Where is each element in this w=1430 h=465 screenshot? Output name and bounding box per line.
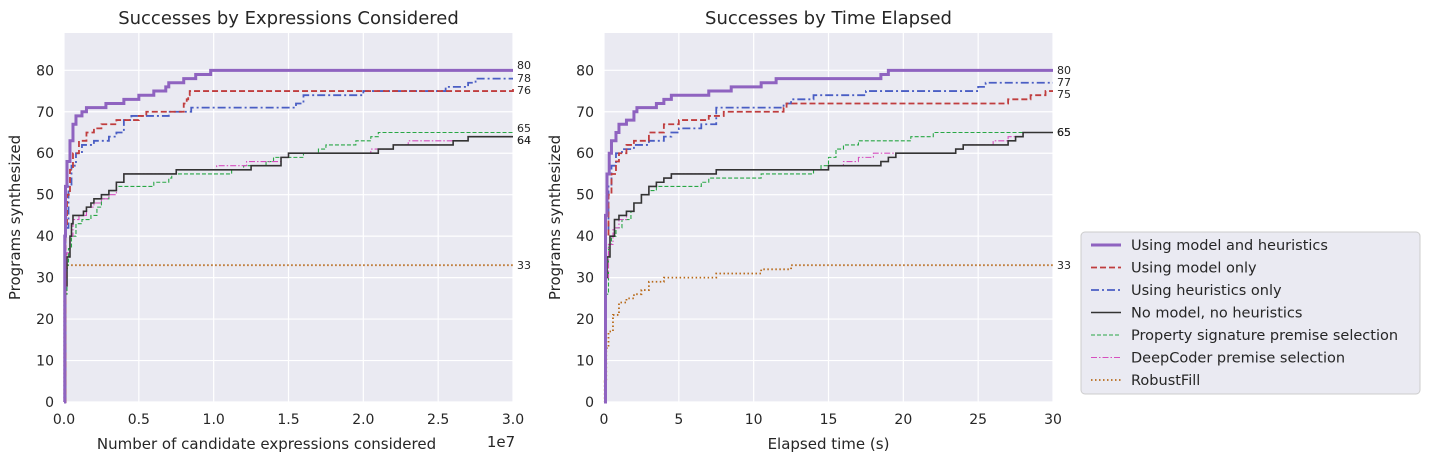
x-tick-label: 5 [674, 412, 683, 428]
series-line-property-signature-premise-selection [64, 131, 513, 403]
end-value-label: 80 [517, 59, 531, 72]
y-tick-label: 50 [36, 188, 54, 204]
x-tick-label: 1.5 [277, 412, 299, 428]
right-series-lines [603, 68, 1053, 404]
y-tick-label: 0 [585, 395, 594, 411]
legend-items: Using model and heuristics Using model on… [1091, 238, 1398, 389]
left-x-axis-label: Number of candidate expressions consider… [97, 435, 436, 453]
x-tick-label: 0 [600, 412, 609, 428]
right-tick-labels: 0 5 10 15 20 25 30 0 10 20 30 40 50 60 70 80 [576, 63, 1062, 428]
series-line-using-model-only [604, 90, 1053, 403]
x-tick-label: 1.0 [203, 412, 225, 428]
end-value-label: 65 [1057, 126, 1071, 139]
y-tick-label: 80 [576, 63, 594, 79]
series-line-using-model-only [64, 86, 514, 403]
end-value-label: 33 [517, 259, 531, 272]
left-chart: 0.0 0.5 1.0 1.5 2.0 2.5 3.0 0 10 20 30 40 50 60 70 80 8… [6, 8, 531, 453]
y-tick-label: 60 [576, 146, 594, 162]
end-value-label: 78 [517, 72, 531, 85]
x-tick-label: 3.0 [502, 412, 524, 428]
end-value-label: 65 [517, 122, 531, 135]
y-tick-label: 0 [45, 395, 54, 411]
y-tick-label: 80 [36, 63, 54, 79]
right-chart-title: Successes by Time Elapsed [705, 8, 952, 29]
left-tick-labels: 0.0 0.5 1.0 1.5 2.0 2.5 3.0 0 10 20 30 40 50 60 70 80 [36, 63, 524, 428]
x-tick-label: 0.5 [128, 412, 150, 428]
series-line-property-signature-premise-selection [604, 131, 1053, 403]
series-line-robustfill [603, 264, 1053, 403]
left-y-axis-label: Programs synthesized [6, 135, 24, 300]
x-tick-label: 15 [820, 412, 838, 428]
x-tick-label: 30 [1044, 412, 1062, 428]
legend-item: Using model and heuristics [1091, 238, 1328, 254]
series-line-no-model-no-heuristics [604, 131, 1053, 403]
legend: Using model and heuristics Using model on… [1080, 231, 1421, 395]
series-line-using-heuristics-only [64, 77, 513, 403]
y-tick-label: 50 [576, 188, 594, 204]
y-tick-label: 40 [576, 229, 594, 245]
legend-item: DeepCoder premise selection [1091, 351, 1345, 367]
legend-label: DeepCoder premise selection [1131, 351, 1345, 367]
legend-label: RobustFill [1131, 373, 1200, 389]
series-line-using-model-and-heuristics [603, 68, 1053, 404]
left-x-offset-label: 1e7 [487, 433, 515, 451]
y-tick-label: 10 [576, 354, 594, 370]
legend-item: Using model only [1091, 261, 1257, 277]
end-value-label: 33 [1057, 259, 1071, 272]
legend-label: Using heuristics only [1131, 283, 1282, 299]
x-tick-label: 2.5 [427, 412, 449, 428]
y-tick-label: 40 [36, 229, 54, 245]
series-line-no-model-no-heuristics [64, 135, 513, 403]
y-tick-label: 30 [576, 271, 594, 287]
legend-label: Property signature premise selection [1131, 328, 1398, 344]
legend-label: No model, no heuristics [1131, 306, 1302, 322]
x-tick-label: 25 [969, 412, 987, 428]
legend-item: Property signature premise selection [1091, 328, 1398, 344]
end-value-label: 76 [517, 84, 531, 97]
end-value-label: 65 [1057, 126, 1071, 139]
right-y-axis-label: Programs synthesized [546, 135, 564, 300]
left-series-lines [63, 68, 514, 404]
y-tick-label: 60 [36, 146, 54, 162]
legend-label: Using model only [1131, 261, 1257, 277]
y-tick-label: 70 [576, 105, 594, 121]
y-tick-label: 20 [576, 312, 594, 328]
series-line-using-model-and-heuristics [63, 68, 513, 404]
y-tick-label: 10 [36, 354, 54, 370]
legend-item: No model, no heuristics [1091, 306, 1302, 322]
end-value-label: 75 [1057, 88, 1071, 101]
end-value-label: 65 [1057, 126, 1071, 139]
right-x-axis-label: Elapsed time (s) [768, 435, 890, 453]
end-value-label: 77 [1057, 76, 1071, 89]
end-value-label: 80 [1057, 64, 1071, 77]
x-tick-label: 20 [894, 412, 912, 428]
x-tick-label: 2.0 [352, 412, 374, 428]
x-tick-label: 0.0 [53, 412, 75, 428]
end-value-label: 64 [517, 134, 531, 147]
y-tick-label: 70 [36, 105, 54, 121]
left-chart-title: Successes by Expressions Considered [118, 8, 459, 29]
legend-item: RobustFill [1091, 373, 1200, 389]
legend-item: Using heuristics only [1091, 283, 1282, 299]
end-value-label: 64 [517, 134, 531, 147]
legend-box [1080, 231, 1421, 395]
y-tick-label: 30 [36, 271, 54, 287]
x-tick-label: 10 [745, 412, 763, 428]
y-tick-label: 20 [36, 312, 54, 328]
legend-label: Using model and heuristics [1131, 238, 1328, 254]
series-line-using-heuristics-only [604, 81, 1053, 403]
